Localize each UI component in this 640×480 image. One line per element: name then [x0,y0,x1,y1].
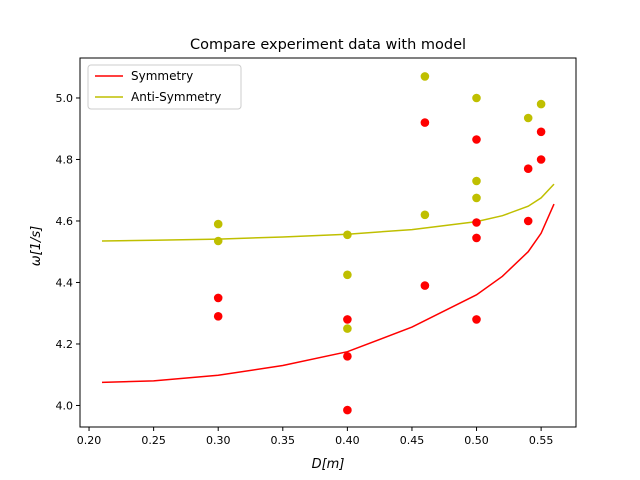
y-tick-label-4: 4.8 [56,153,74,166]
data-point-0-7 [472,135,481,144]
data-point-0-10 [472,315,481,324]
data-point-0-12 [523,216,533,226]
data-point-0-2 [343,315,352,324]
legend-label-0: Symmetry [131,69,193,83]
data-point-0-4 [343,405,352,415]
chart-title: Compare experiment data with model [190,37,466,53]
data-point-0-9 [472,233,481,243]
data-point-0-1 [213,312,223,321]
x-tick-label-2: 0.30 [206,434,231,447]
y-tick-label-3: 4.6 [56,215,74,228]
data-point-0-5 [420,118,430,127]
x-tick-label-0: 0.20 [77,434,102,447]
data-point-0-11 [523,164,533,173]
x-tick-label-5: 0.45 [400,434,425,447]
x-tick-label-3: 0.35 [271,434,296,447]
x-tick-label-1: 0.25 [141,434,166,447]
data-point-1-8 [472,176,481,186]
y-tick-label-0: 4.0 [56,399,74,412]
data-point-1-7 [472,93,481,103]
axes-frame [79,57,577,428]
x-tick-label-7: 0.55 [529,434,554,447]
data-point-1-0 [213,219,223,229]
x-axis-label: D[m] [312,457,345,472]
data-point-1-2 [343,230,352,240]
plot-area [101,72,555,415]
data-point-1-3 [343,270,352,280]
data-point-0-0 [213,293,223,303]
data-point-0-14 [536,155,546,164]
data-point-0-13 [536,127,546,137]
legend-label-1: Anti-Symmetry [131,90,221,104]
axes: 0.20 0.25 0.30 0.35 0.40 0.45 0.50 0.55 4.0 4.2 4.… [56,57,577,447]
legend: Symmetry Anti-Symmetry [87,64,242,110]
data-point-1-5 [420,72,430,81]
data-point-1-10 [523,113,533,123]
data-point-1-9 [472,193,481,203]
data-point-1-6 [420,210,430,220]
data-point-1-4 [343,324,352,333]
legend-box [87,64,242,110]
y-axis-label: ω[1/s] [29,226,44,266]
data-point-0-6 [420,281,430,290]
series-line-0 [101,203,555,384]
data-point-1-11 [536,99,546,109]
x-tick-label-6: 0.50 [464,434,489,447]
x-tick-label-4: 0.40 [335,434,360,447]
data-point-1-1 [213,236,223,246]
data-point-0-8 [472,218,481,227]
series-line-1 [101,183,555,242]
y-tick-label-5: 5.0 [56,92,74,105]
y-tick-label-1: 4.2 [56,338,74,351]
data-point-0-3 [343,352,352,361]
y-tick-label-2: 4.4 [56,276,74,289]
